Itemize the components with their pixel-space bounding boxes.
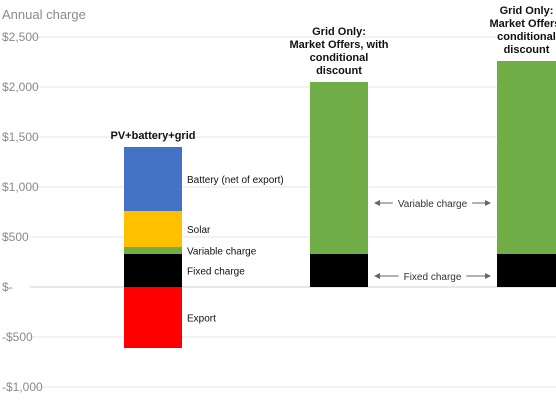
segment-label: Solar [187,225,211,236]
annotation-label: Variable charge [398,199,468,210]
bar-segment [124,211,182,247]
annotation-label: Fixed charge [404,272,462,283]
bar-segment [124,247,182,254]
bar-segment [124,287,182,348]
bar-segment [124,147,182,211]
segment-label: Fixed charge [187,267,245,278]
y-axis-title: Annual charge [2,7,86,22]
column-title: PV+battery+grid [111,130,196,142]
gridlines [30,36,556,388]
y-tick-label: $2,000 [2,80,39,94]
column-title: conditional [497,31,556,43]
bar-segment [310,254,368,287]
arrowhead-left-icon [374,273,380,279]
column-title: Market Offers, with [289,39,388,51]
bars [124,61,556,348]
arrowhead-right-icon [485,200,491,206]
column-title: discount [316,65,362,77]
segment-label: Export [187,314,216,325]
y-tick-label: $- [2,280,13,294]
column-title: Market Offers, [490,18,556,30]
segment-labels: Fixed charge Variable charge Solar Battery … [187,175,284,325]
bar-segment [497,61,556,254]
column-title: conditional [310,52,369,64]
arrowhead-right-icon [485,273,491,279]
column-title: discount [504,44,550,56]
arrowhead-left-icon [374,200,380,206]
bar-segment [124,254,182,287]
y-tick-label: $1,000 [2,180,39,194]
y-axis-ticks: $2,500 $2,000 $1,500 $1,000 $500 $- -$500 -$1,0… [2,30,43,394]
y-tick-label: $2,500 [2,30,39,44]
annotations: Variable charge Fixed charge [374,199,491,283]
segment-label: Battery (net of export) [187,175,284,186]
bar-segment [497,254,556,287]
y-tick-label: $500 [2,230,29,244]
bar-segment [310,82,368,254]
column-title: Grid Only: [312,26,366,38]
column-title: Grid Only: [500,5,554,17]
y-tick-label: -$1,000 [2,380,43,394]
y-tick-label: -$500 [2,330,33,344]
segment-label: Variable charge [187,247,257,258]
y-tick-label: $1,500 [2,130,39,144]
